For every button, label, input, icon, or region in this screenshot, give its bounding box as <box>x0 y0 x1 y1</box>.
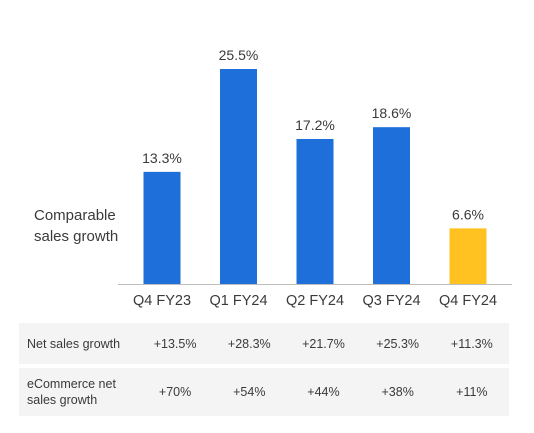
x-tick-label: Q2 FY24 <box>286 293 344 309</box>
table-cell: +21.7% <box>302 336 345 351</box>
data-label: 25.5% <box>219 47 259 63</box>
table-row-ecommerce-net-sales-growth: eCommerce net sales growth +70% +54% +44… <box>19 368 509 416</box>
y-axis-label: Comparable sales growth <box>34 205 118 247</box>
table-cell: +11% <box>456 385 488 399</box>
metrics-table: Net sales growth +13.5% +28.3% +21.7% +2… <box>19 323 509 416</box>
data-label: 17.2% <box>295 117 335 133</box>
x-tick-label: Q4 FY23 <box>133 293 191 309</box>
bar-chart: 13.3% Q4 FY23 25.5% Q1 FY24 17.2% Q2 FY24 18.6… <box>118 47 512 309</box>
bar <box>220 69 257 284</box>
bar <box>449 228 487 284</box>
x-tick-label: Q4 FY24 <box>439 293 497 309</box>
table-cell: +70% <box>158 385 192 399</box>
data-label: 18.6% <box>372 105 412 121</box>
table-cell: +28.3% <box>227 336 271 351</box>
table-cell: +25.3% <box>376 336 420 351</box>
table-cell: +44% <box>307 385 340 399</box>
table-cell: +11.3% <box>450 336 493 351</box>
table-row-net-sales-growth: Net sales growth +13.5% +28.3% +21.7% +2… <box>19 323 509 364</box>
table-cell: +38% <box>381 385 414 399</box>
x-tick-label: Q1 FY24 <box>209 293 267 309</box>
table-cell: +54% <box>233 385 266 399</box>
bar <box>296 138 334 284</box>
data-label: 13.3% <box>142 150 182 166</box>
y-axis-label-line: Comparable <box>34 207 116 224</box>
data-label: 6.6% <box>452 206 484 222</box>
bar <box>373 127 410 284</box>
row-label: eCommerce net sales growth <box>19 376 138 408</box>
y-axis-label-line: sales growth <box>34 228 119 245</box>
row-label: Net sales growth <box>27 336 121 351</box>
bar <box>143 171 181 284</box>
row-label-line: sales growth <box>27 393 98 407</box>
row-label-line: eCommerce net <box>27 377 116 391</box>
x-tick-label: Q3 FY24 <box>362 293 420 309</box>
table-cell: +13.5% <box>153 336 197 351</box>
